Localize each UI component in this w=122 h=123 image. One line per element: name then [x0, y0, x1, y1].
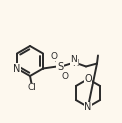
Text: O: O — [51, 52, 57, 61]
Text: S: S — [57, 62, 63, 71]
Text: N: N — [13, 63, 21, 74]
Text: Cl: Cl — [28, 84, 36, 92]
Text: H: H — [72, 59, 78, 68]
Text: O: O — [61, 72, 68, 81]
Text: N: N — [71, 55, 77, 64]
Text: N: N — [84, 102, 92, 112]
Text: O: O — [84, 74, 92, 84]
